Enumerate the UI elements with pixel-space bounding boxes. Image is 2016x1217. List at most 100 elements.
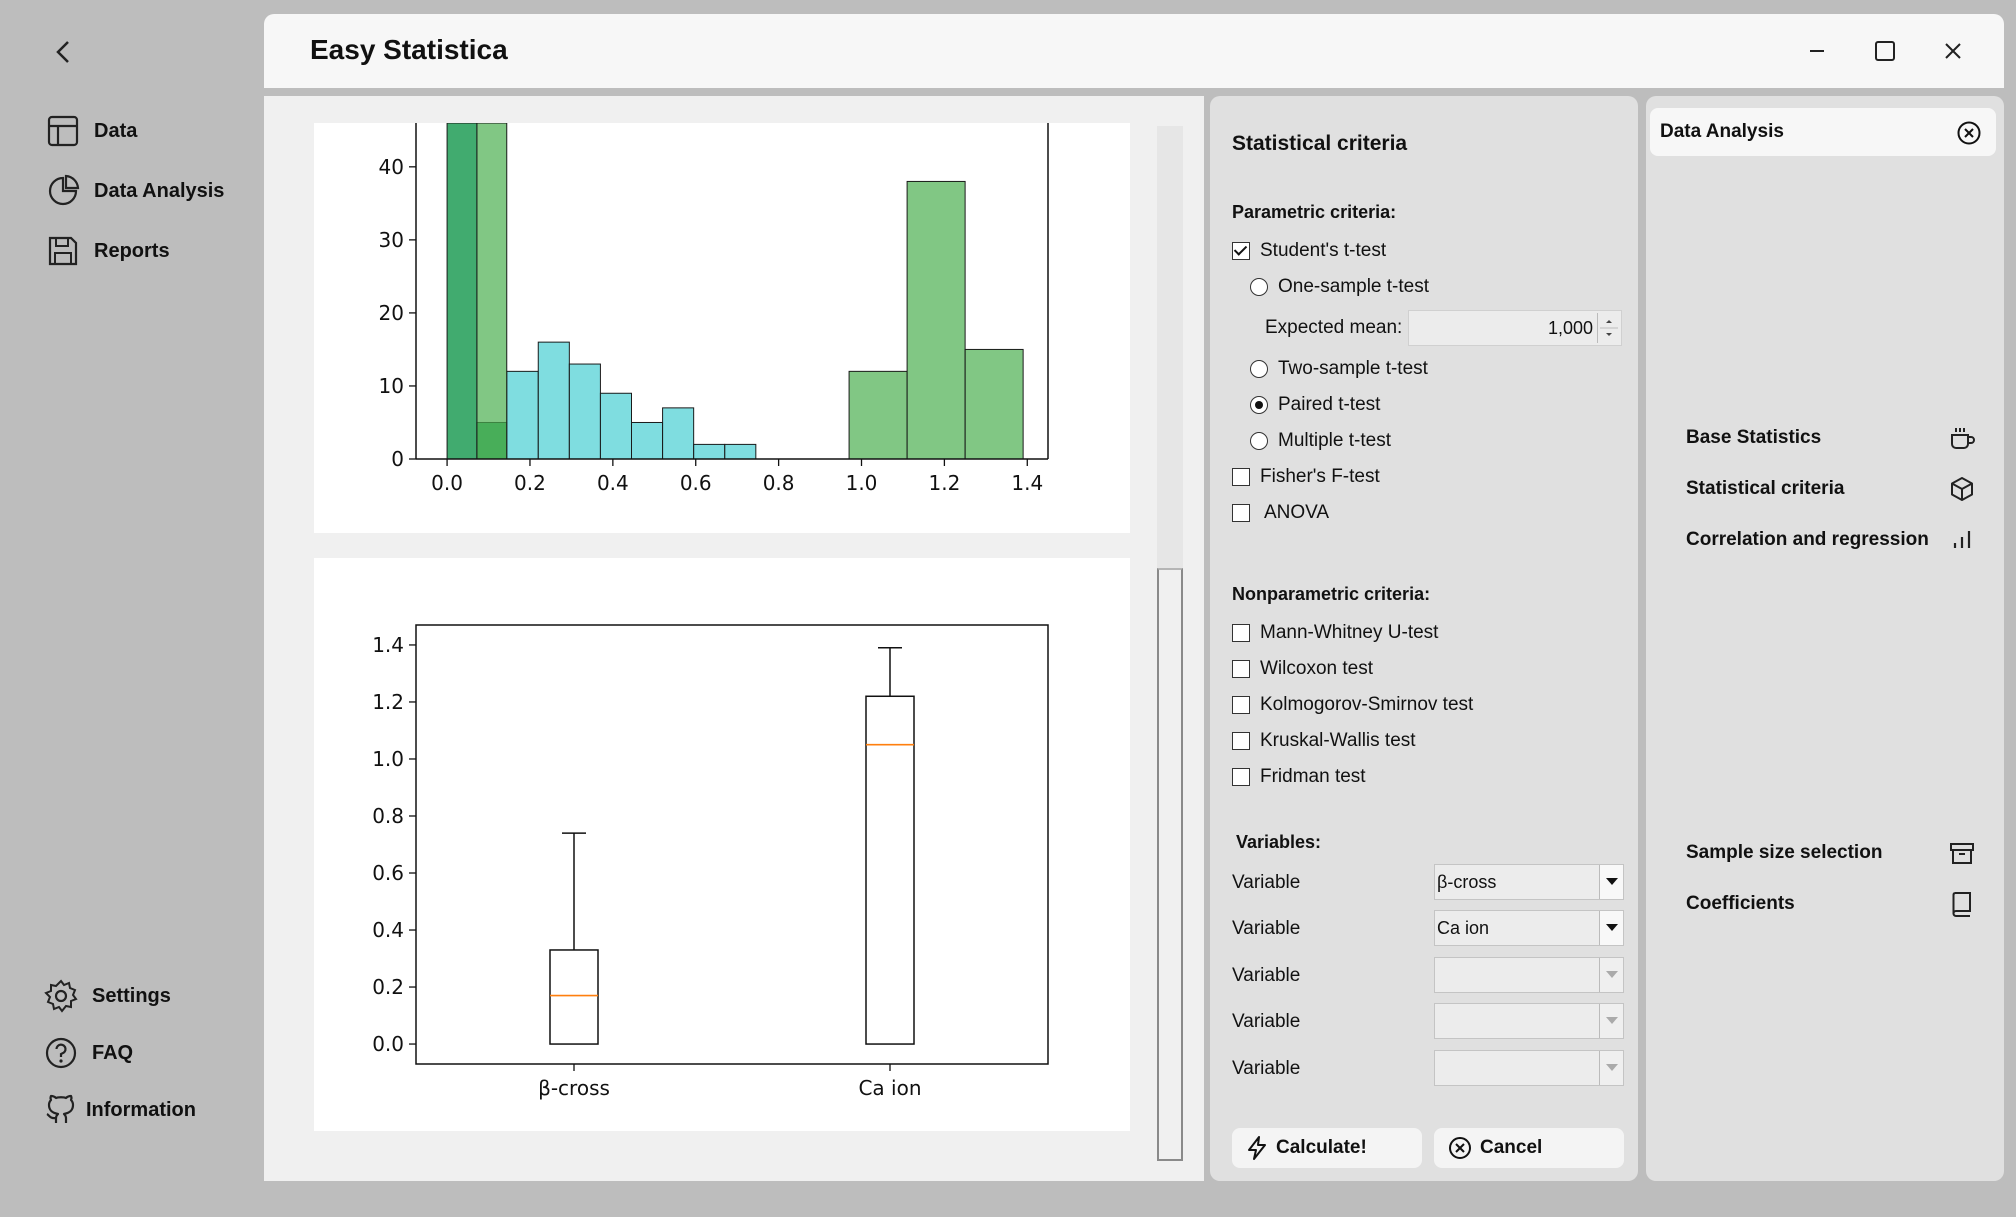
maximize-button[interactable] [1868, 34, 1902, 68]
select-value: β-cross [1437, 872, 1497, 892]
histogram-bar [599, 392, 633, 460]
menu-coefficients[interactable]: Coefficients [1686, 890, 1976, 918]
mann-whitney-checkbox[interactable]: Mann-Whitney U-test [1232, 622, 1438, 644]
x-tick-label: 0.0 [431, 471, 463, 495]
close-circle-icon[interactable] [1956, 120, 1982, 146]
checkbox-box [1232, 732, 1250, 750]
menu-base-statistics[interactable]: Base Statistics [1686, 424, 1976, 452]
y-tick-label: 30 [379, 228, 404, 252]
anova-checkbox[interactable]: ANOVA [1232, 502, 1329, 524]
x-tick-label: 1.4 [1011, 471, 1043, 495]
maximize-icon [1875, 41, 1895, 61]
variable-select-5[interactable] [1434, 1050, 1624, 1086]
checkbox-label: Fisher's F-test [1260, 466, 1380, 487]
expected-mean-text: Expected mean: [1265, 317, 1403, 338]
nav-item-label: FAQ [92, 1041, 134, 1064]
nav-item-label: Data [94, 119, 138, 142]
nonparametric-heading: Nonparametric criteria: [1232, 584, 1431, 604]
menu-statistical-criteria[interactable]: Statistical criteria [1686, 475, 1976, 503]
dropdown-button[interactable] [1599, 1051, 1623, 1085]
spinbox-arrows[interactable] [1597, 313, 1619, 343]
histogram-bar [631, 421, 664, 460]
data-analysis-panel: Data Analysis Base Statistics Statistica… [1646, 96, 2004, 1181]
radio-circle [1250, 432, 1268, 450]
radio-label: Multiple t-test [1278, 430, 1391, 451]
menu-label: Sample size selection [1686, 842, 1883, 863]
dropdown-button[interactable] [1599, 1004, 1623, 1038]
chevron-left-icon [56, 41, 69, 63]
one-sample-t-test-radio[interactable]: One-sample t-test [1250, 276, 1429, 298]
calculate-button[interactable]: Calculate! [1232, 1128, 1422, 1168]
students-t-test-checkbox[interactable]: Student's t-test [1232, 240, 1386, 262]
checkbox-box [1232, 242, 1250, 260]
checkbox-label: ANOVA [1264, 502, 1330, 523]
variables-heading: Variables: [1236, 832, 1322, 852]
nav-item-faq[interactable]: FAQ [44, 1036, 133, 1070]
y-tick-label: 1.4 [372, 633, 404, 657]
calculate-label: Calculate! [1276, 1137, 1367, 1158]
multiple-t-test-radio[interactable]: Multiple t-test [1250, 430, 1391, 452]
nav-item-reports[interactable]: Reports [46, 234, 170, 268]
vertical-scrollbar[interactable] [1157, 126, 1183, 1161]
checkbox-box [1232, 504, 1250, 522]
checkbox-box [1232, 696, 1250, 714]
minimize-icon [1810, 50, 1824, 52]
close-circle-icon [1449, 1137, 1471, 1159]
plot-canvas-area: 0.0 0.2 0.4 0.6 0.8 1.0 1.2 1.4 0 10 20 30 40 β-cros… [264, 96, 1204, 1181]
checkbox-label: Student's t-test [1260, 240, 1387, 261]
statistical-criteria-panel: Statistical criteria Parametric criteria… [1210, 96, 1638, 1181]
lightning-icon [1248, 1136, 1266, 1160]
dropdown-button[interactable] [1599, 911, 1623, 945]
y-tick-label: 0.6 [372, 861, 404, 885]
fridman-checkbox[interactable]: Fridman test [1232, 766, 1366, 788]
caret-down-icon [1605, 924, 1618, 931]
variable-select-3[interactable] [1434, 957, 1624, 993]
dropdown-button[interactable] [1599, 958, 1623, 992]
checkbox-label: Mann-Whitney U-test [1260, 622, 1439, 643]
back-button[interactable] [48, 36, 80, 68]
nav-item-data[interactable]: Data [46, 114, 137, 148]
fisher-f-test-checkbox[interactable]: Fisher's F-test [1232, 466, 1380, 488]
minimize-button[interactable] [1800, 34, 1834, 68]
box [865, 695, 915, 1045]
main-window: Easy Statistica 0.0 0.2 0.4 0.6 0.8 1.0 1.2 1.4… [264, 14, 2004, 1181]
nav-item-data-analysis[interactable]: Data Analysis [46, 174, 224, 208]
y-tick-label: 1.0 [372, 747, 404, 771]
y-tick-label: 0.8 [372, 804, 404, 828]
expected-mean-spinbox[interactable]: 1,000 [1408, 310, 1622, 346]
two-sample-t-test-radio[interactable]: Two-sample t-test [1250, 358, 1428, 380]
dropdown-button[interactable] [1599, 865, 1623, 899]
variable-select-2[interactable]: Ca ion [1434, 910, 1624, 946]
gear-icon [44, 979, 78, 1013]
caret-down-icon [1605, 1064, 1618, 1071]
box [549, 949, 599, 1045]
x-tick-label: 0.2 [514, 471, 546, 495]
wilcoxon-checkbox[interactable]: Wilcoxon test [1232, 658, 1373, 680]
menu-correlation-regression[interactable]: Correlation and regression [1686, 526, 1976, 554]
y-tick-label: 20 [379, 301, 404, 325]
variable-select-4[interactable] [1434, 1003, 1624, 1039]
archive-icon [1950, 843, 1974, 864]
x-tick-label: 0.8 [763, 471, 795, 495]
close-icon [1945, 43, 1961, 59]
select-value: Ca ion [1437, 918, 1490, 938]
close-window-button[interactable] [1936, 34, 1970, 68]
paired-t-test-radio[interactable]: Paired t-test [1250, 394, 1380, 416]
parametric-heading: Parametric criteria: [1232, 202, 1397, 222]
pie-chart-icon [48, 174, 80, 206]
y-tick-label: 0 [391, 447, 404, 471]
menu-sample-size-selection[interactable]: Sample size selection [1686, 839, 1976, 867]
scrollbar-thumb[interactable] [1157, 568, 1183, 1161]
cancel-button[interactable]: Cancel [1434, 1128, 1624, 1168]
title-bar: Easy Statistica [264, 14, 2004, 88]
nav-item-settings[interactable]: Settings [44, 979, 171, 1013]
histogram-chart: 0.0 0.2 0.4 0.6 0.8 1.0 1.2 1.4 0 10 20 30 40 [379, 122, 1049, 495]
kolmogorov-smirnov-checkbox[interactable]: Kolmogorov-Smirnov test [1232, 694, 1473, 716]
cube-icon [1951, 477, 1973, 501]
cancel-label: Cancel [1480, 1137, 1543, 1158]
histogram-card: 0.0 0.2 0.4 0.6 0.8 1.0 1.2 1.4 0 10 20 30 40 [314, 122, 1130, 533]
nav-item-label: Settings [92, 984, 171, 1007]
nav-item-information[interactable]: Information [44, 1093, 196, 1127]
kruskal-wallis-checkbox[interactable]: Kruskal-Wallis test [1232, 730, 1416, 752]
variable-select-1[interactable]: β-cross [1434, 864, 1624, 900]
